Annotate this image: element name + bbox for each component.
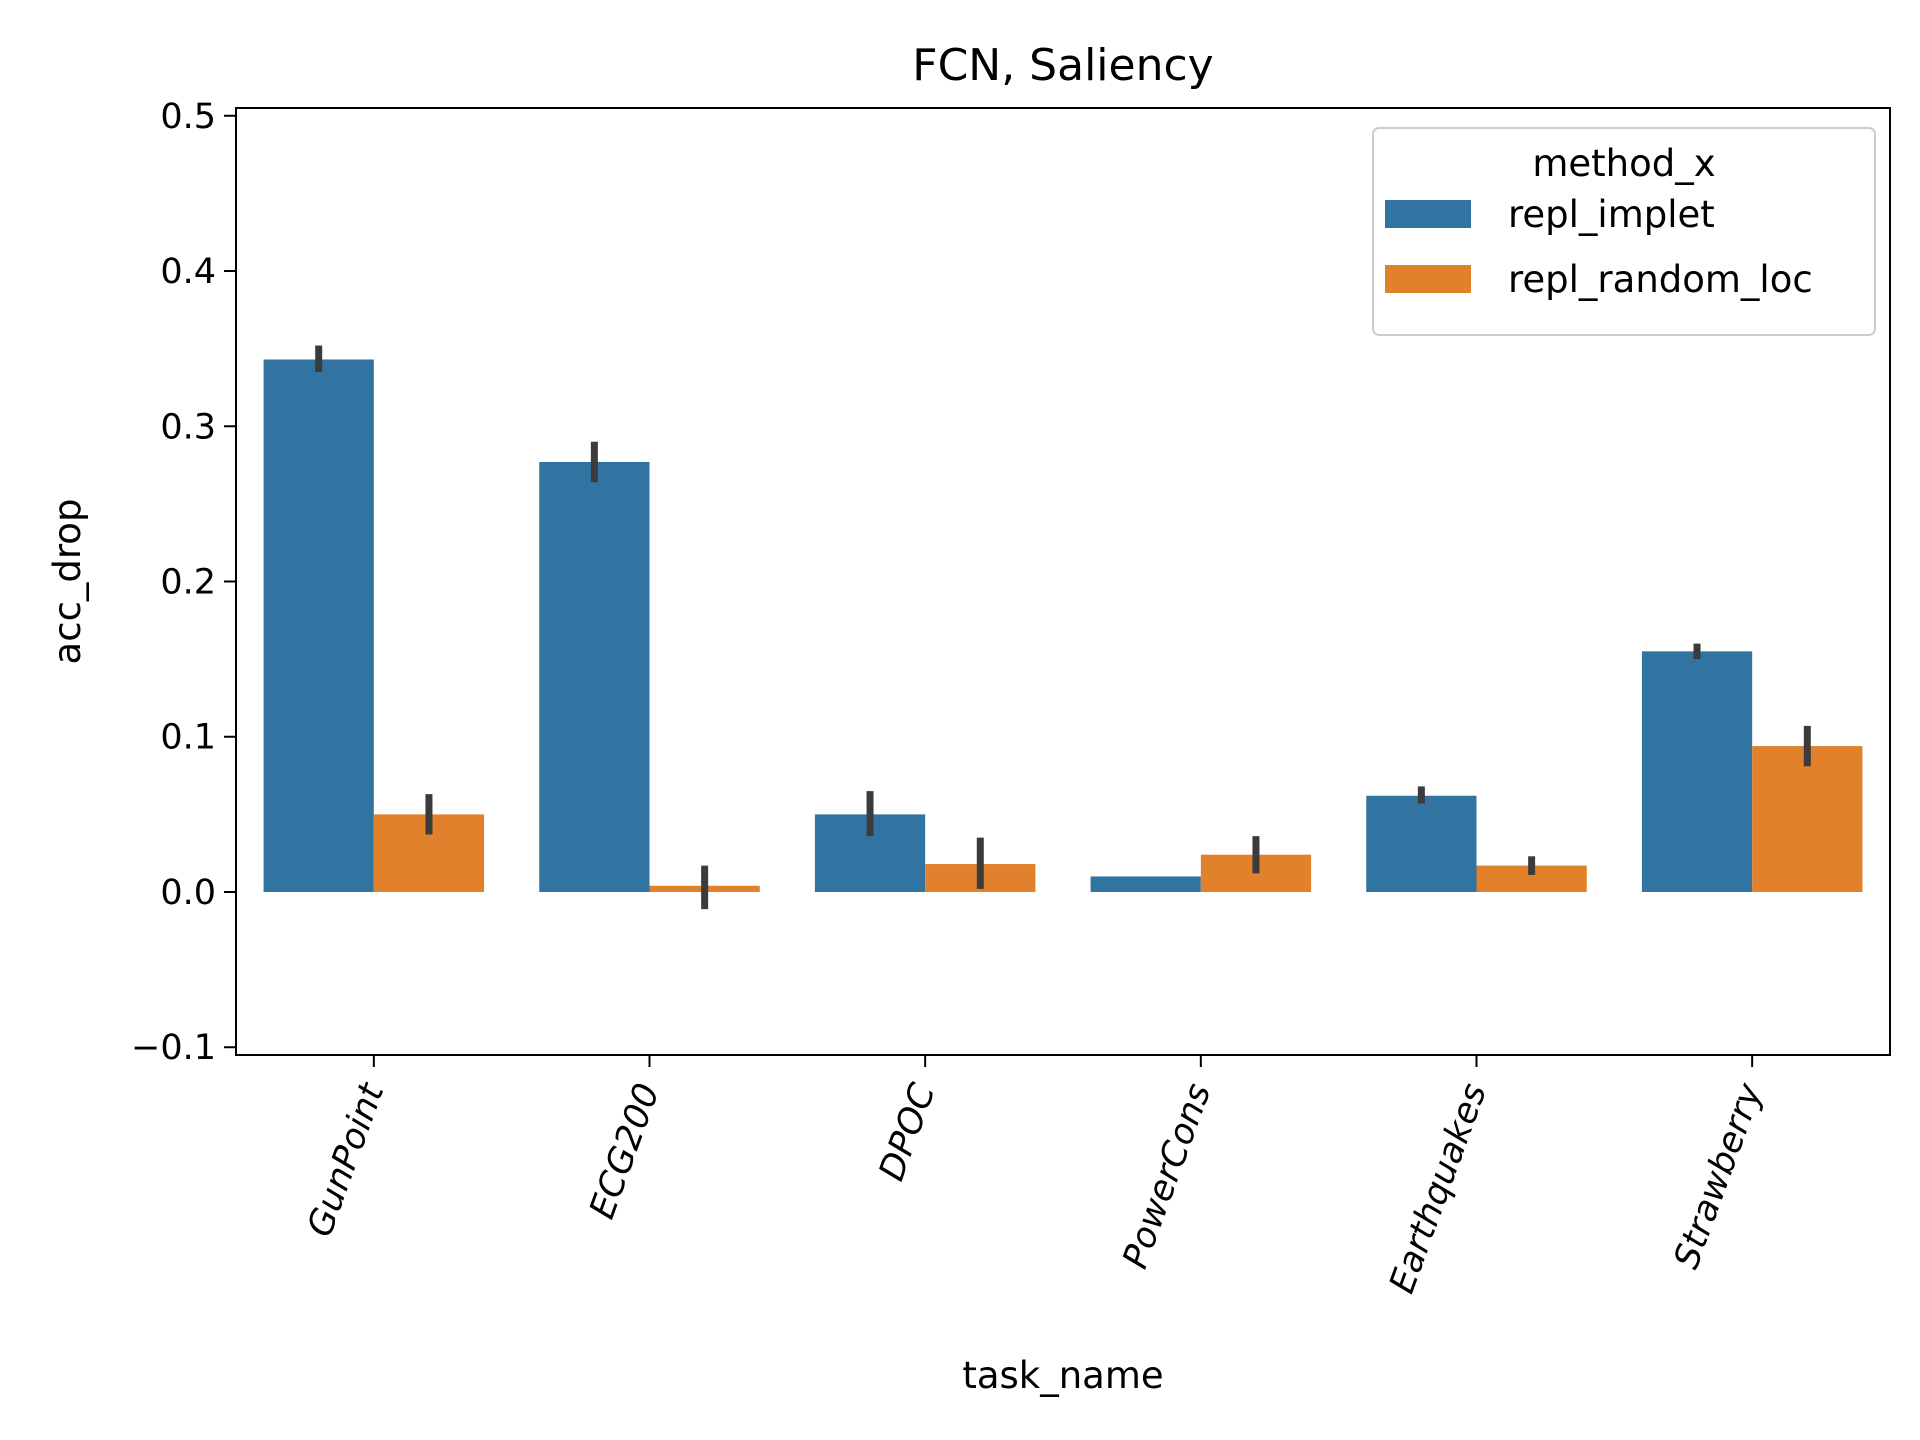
legend-title: method_x — [1532, 142, 1715, 185]
y-axis-ticks: −0.1 0.0 0.1 0.2 0.3 0.4 0.5 — [131, 97, 236, 1068]
bar-repl_implet-Strawberry — [1641, 651, 1753, 892]
y-axis-label: acc_drop — [46, 499, 89, 665]
x-tick-label: GunPoint — [300, 1077, 393, 1242]
x-tick-label: ECG200 — [582, 1078, 668, 1224]
x-tick-label: DPOC — [872, 1078, 944, 1186]
error-bars — [315, 345, 1811, 910]
x-tick-label: Strawberry — [1667, 1077, 1771, 1274]
bar-repl_implet-Earthquakes — [1366, 795, 1477, 892]
y-tick-label: −0.1 — [131, 1028, 216, 1068]
y-tick-label: 0.1 — [160, 718, 216, 758]
bar-repl_implet-ECG200 — [539, 461, 650, 892]
y-tick-label: 0.4 — [160, 252, 216, 292]
x-tick-label: Earthquakes — [1382, 1078, 1495, 1298]
plot-frame — [235, 107, 1891, 1056]
legend-label-repl_random_loc: repl_random_loc — [1508, 258, 1813, 301]
bar-repl_implet-GunPoint — [263, 359, 374, 892]
legend: method_x repl_implet repl_random_loc — [1372, 127, 1876, 336]
legend-swatch-repl_implet — [1385, 200, 1471, 228]
legend-swatch-repl_random_loc — [1385, 265, 1471, 293]
bar-repl_implet-PowerCons — [1090, 876, 1201, 892]
x-tick-label: PowerCons — [1116, 1078, 1220, 1273]
bar-repl_random_loc-Strawberry — [1752, 746, 1863, 892]
y-tick-label: 0.5 — [160, 97, 216, 137]
y-tick-label: 0.2 — [160, 563, 216, 603]
bars — [263, 359, 1863, 892]
chart-title: FCN, Saliency — [912, 40, 1213, 91]
y-tick-label: 0.3 — [160, 407, 216, 447]
x-axis-ticks: GunPoint ECG200 DPOC PowerCons Earthquakes St… — [300, 1055, 1771, 1299]
y-tick-label: 0.0 — [160, 873, 216, 913]
legend-box — [1372, 127, 1876, 336]
legend-label-repl_implet: repl_implet — [1508, 193, 1715, 236]
x-axis-label: task_name — [962, 1354, 1163, 1397]
